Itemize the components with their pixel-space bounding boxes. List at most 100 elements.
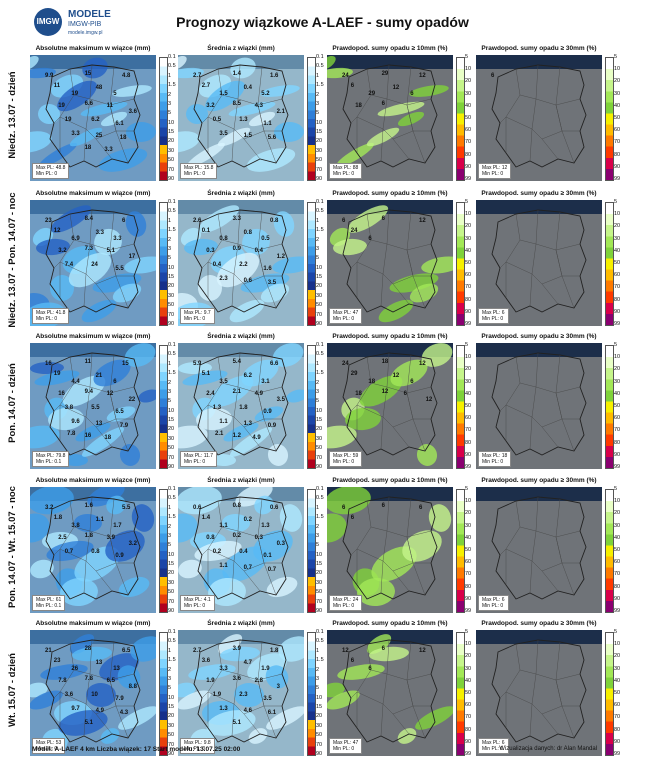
map-value-label: 6.5 — [106, 678, 115, 684]
colorbar-tick-label: 20 — [168, 138, 175, 145]
row-label: Niedz. 13.07 - dzień — [7, 71, 18, 159]
map-value-label: 9.7 — [71, 706, 80, 712]
panel-title: Średnia z wiązki (mm) — [207, 620, 275, 627]
colorbar-tick-label: 70 — [168, 741, 175, 748]
stats-line: Min PL: 0 — [333, 746, 355, 752]
colorbar-tick-label: 2 — [168, 236, 172, 243]
map-value-label: 19 — [53, 371, 61, 377]
colorbar-tick-label: 90 — [614, 308, 621, 315]
colorbar-tick-label: 1 — [168, 647, 172, 654]
stats-line: Min PL: 0 — [36, 171, 58, 177]
colorbar-tick-label: 1.5 — [316, 82, 324, 89]
map-value-label: 1.8 — [270, 648, 279, 654]
map-value-label: 3.2 — [206, 103, 215, 109]
map-value-label: 1.9 — [206, 678, 215, 684]
colorbar-tick-label: 0.5 — [168, 638, 176, 645]
panel-title: Średnia z wiązki (mm) — [207, 477, 275, 484]
colorbar-tick-label: 5 — [168, 255, 172, 262]
map-value-label: 6 — [410, 379, 414, 385]
colorbar-tick-label: 5 — [465, 486, 469, 492]
map-value-label: 6 — [368, 666, 372, 672]
map-value-label: 5.4 — [232, 359, 241, 365]
colorbar-tick-label: 10 — [316, 119, 323, 126]
map-value-label: 3.5 — [267, 280, 277, 286]
map-value-label: 2.1 — [232, 389, 241, 395]
colorbar-tick-label: 1 — [168, 504, 172, 511]
colorbar-tick-label: 90 — [465, 738, 472, 745]
colorbar-tick-label: 70 — [316, 598, 323, 605]
colorbar-tick-label: 70 — [316, 311, 323, 318]
colorbar — [159, 57, 168, 181]
colorbar-tick-label: 1.5 — [168, 514, 176, 521]
map-value-label: 0.4 — [212, 262, 222, 268]
panel-title: Prawdopod. sumy opadu ≥ 30mm (%) — [481, 45, 597, 52]
colorbar-tick-label: 0.1 — [168, 629, 176, 635]
map-value-label: 6 — [381, 101, 385, 107]
colorbar-tick-label: 40 — [614, 677, 621, 684]
map-value-label: 28 — [84, 646, 92, 652]
map-value-label: 6 — [122, 218, 126, 224]
colorbar-tick-label: 20 — [465, 510, 472, 517]
map-value-label: 4.9 — [95, 708, 104, 714]
p30-map: Max PL: 6 Min PL: 0 — [476, 630, 602, 756]
map-value-label: 0.5 — [212, 117, 222, 123]
colorbar-tick-label: 10 — [614, 66, 621, 73]
colorbar-tick-label: 2 — [316, 379, 320, 386]
colorbar-tick-label: 90 — [168, 176, 175, 182]
map-value-label: 4.9 — [252, 435, 261, 441]
map-value-label: 23 — [45, 218, 52, 224]
colorbar-tick-label: 80 — [614, 583, 621, 590]
map-value-label: 1.6 — [84, 503, 93, 509]
colorbar-tick-label: 20 — [614, 510, 621, 517]
colorbar-tick-label: 70 — [614, 714, 621, 721]
map-value-label: 3.5 — [219, 131, 228, 137]
stats-line: Max PL: 24 — [333, 597, 359, 603]
colorbar-tick-label: 1.5 — [316, 370, 324, 377]
colorbar-tick-label: 30 — [168, 292, 175, 299]
map-value-label: 1.3 — [239, 117, 248, 123]
map-value-label: 1.8 — [84, 533, 93, 539]
colorbar-tick-label: 5 — [614, 486, 618, 492]
map-value-label: 5.5 — [115, 266, 124, 272]
row-label: Pon. 14.07 - Wt. 15.07 - noc — [7, 486, 18, 608]
logo-sub: IMGW-PIB — [68, 21, 102, 28]
stats-box: Max PL: 47 Min PL: 0 — [329, 308, 363, 324]
p30-map: Max PL: 18 Min PL: 0 — [476, 343, 602, 469]
stats-line: Max PL: 41.8 — [36, 310, 66, 316]
stats-box: Max PL: 6 Min PL: 0 — [478, 738, 509, 754]
map-value-label: 24 — [350, 228, 358, 234]
colorbar-tick-label: 30 — [614, 90, 621, 97]
colorbar-tick-label: 20 — [316, 570, 323, 577]
map-value-label: 6 — [403, 391, 407, 397]
colorbar-tick-label: 40 — [614, 102, 621, 109]
colorbar-tick-label: 0.1 — [168, 486, 176, 492]
colorbar-tick-label: 0.1 — [316, 54, 324, 60]
colorbar-tick-label: 15 — [316, 417, 323, 424]
colorbar-tick-label: 20 — [614, 223, 621, 230]
map-value-label: 24 — [342, 361, 349, 367]
colorbar-tick-label: 20 — [316, 713, 323, 720]
colorbar-tick-label: 3 — [316, 388, 320, 395]
stats-box: Max PL: 18 Min PL: 0 — [478, 451, 512, 467]
map-value-label: 8.4 — [84, 216, 93, 222]
map-value-label: 0.8 — [219, 236, 228, 242]
colorbar-tick-label: 20 — [316, 426, 323, 433]
map-value-label: 0.1 — [263, 553, 272, 559]
map-value-label: 18 — [104, 435, 112, 441]
stats-line: Min PL: 0 — [482, 603, 504, 609]
colorbar — [307, 345, 316, 469]
map-value-label: 6 — [350, 515, 355, 521]
map-value-label: 2.1 — [276, 109, 285, 115]
colorbar-tick-label: 70 — [465, 139, 472, 146]
map-value-label: 0.8 — [270, 218, 279, 224]
colorbar-tick-label: 5 — [168, 685, 172, 692]
colorbar-tick-label: 3 — [316, 100, 320, 107]
colorbar-tick-label: 2 — [168, 379, 172, 386]
map-value-label: 3.2 — [128, 541, 137, 547]
map-value-label: 12 — [392, 373, 400, 379]
colorbar-tick-label: 1.5 — [168, 370, 176, 377]
colorbar-tick-label: 20 — [168, 283, 175, 290]
panel-title: Prawdopod. sumy opadu ≥ 30mm (%) — [481, 190, 597, 197]
p10-map: 12 6 12 6 6 Max PL: 47 Min PL: 0 — [327, 630, 453, 756]
colorbar-tick-label: 50 — [168, 589, 175, 596]
